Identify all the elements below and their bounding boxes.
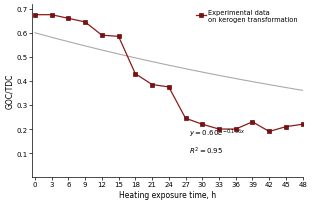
Y-axis label: GOC/TDC: GOC/TDC — [5, 73, 14, 109]
Text: $y = 0.60e^{-0.106x}$: $y = 0.60e^{-0.106x}$ — [189, 127, 245, 139]
Text: $R^{2} = 0.95$: $R^{2} = 0.95$ — [189, 145, 223, 157]
X-axis label: Heating exposure time, h: Heating exposure time, h — [119, 190, 216, 199]
Legend: Experimental data
on kerogen transformation: Experimental data on kerogen transformat… — [194, 8, 300, 24]
